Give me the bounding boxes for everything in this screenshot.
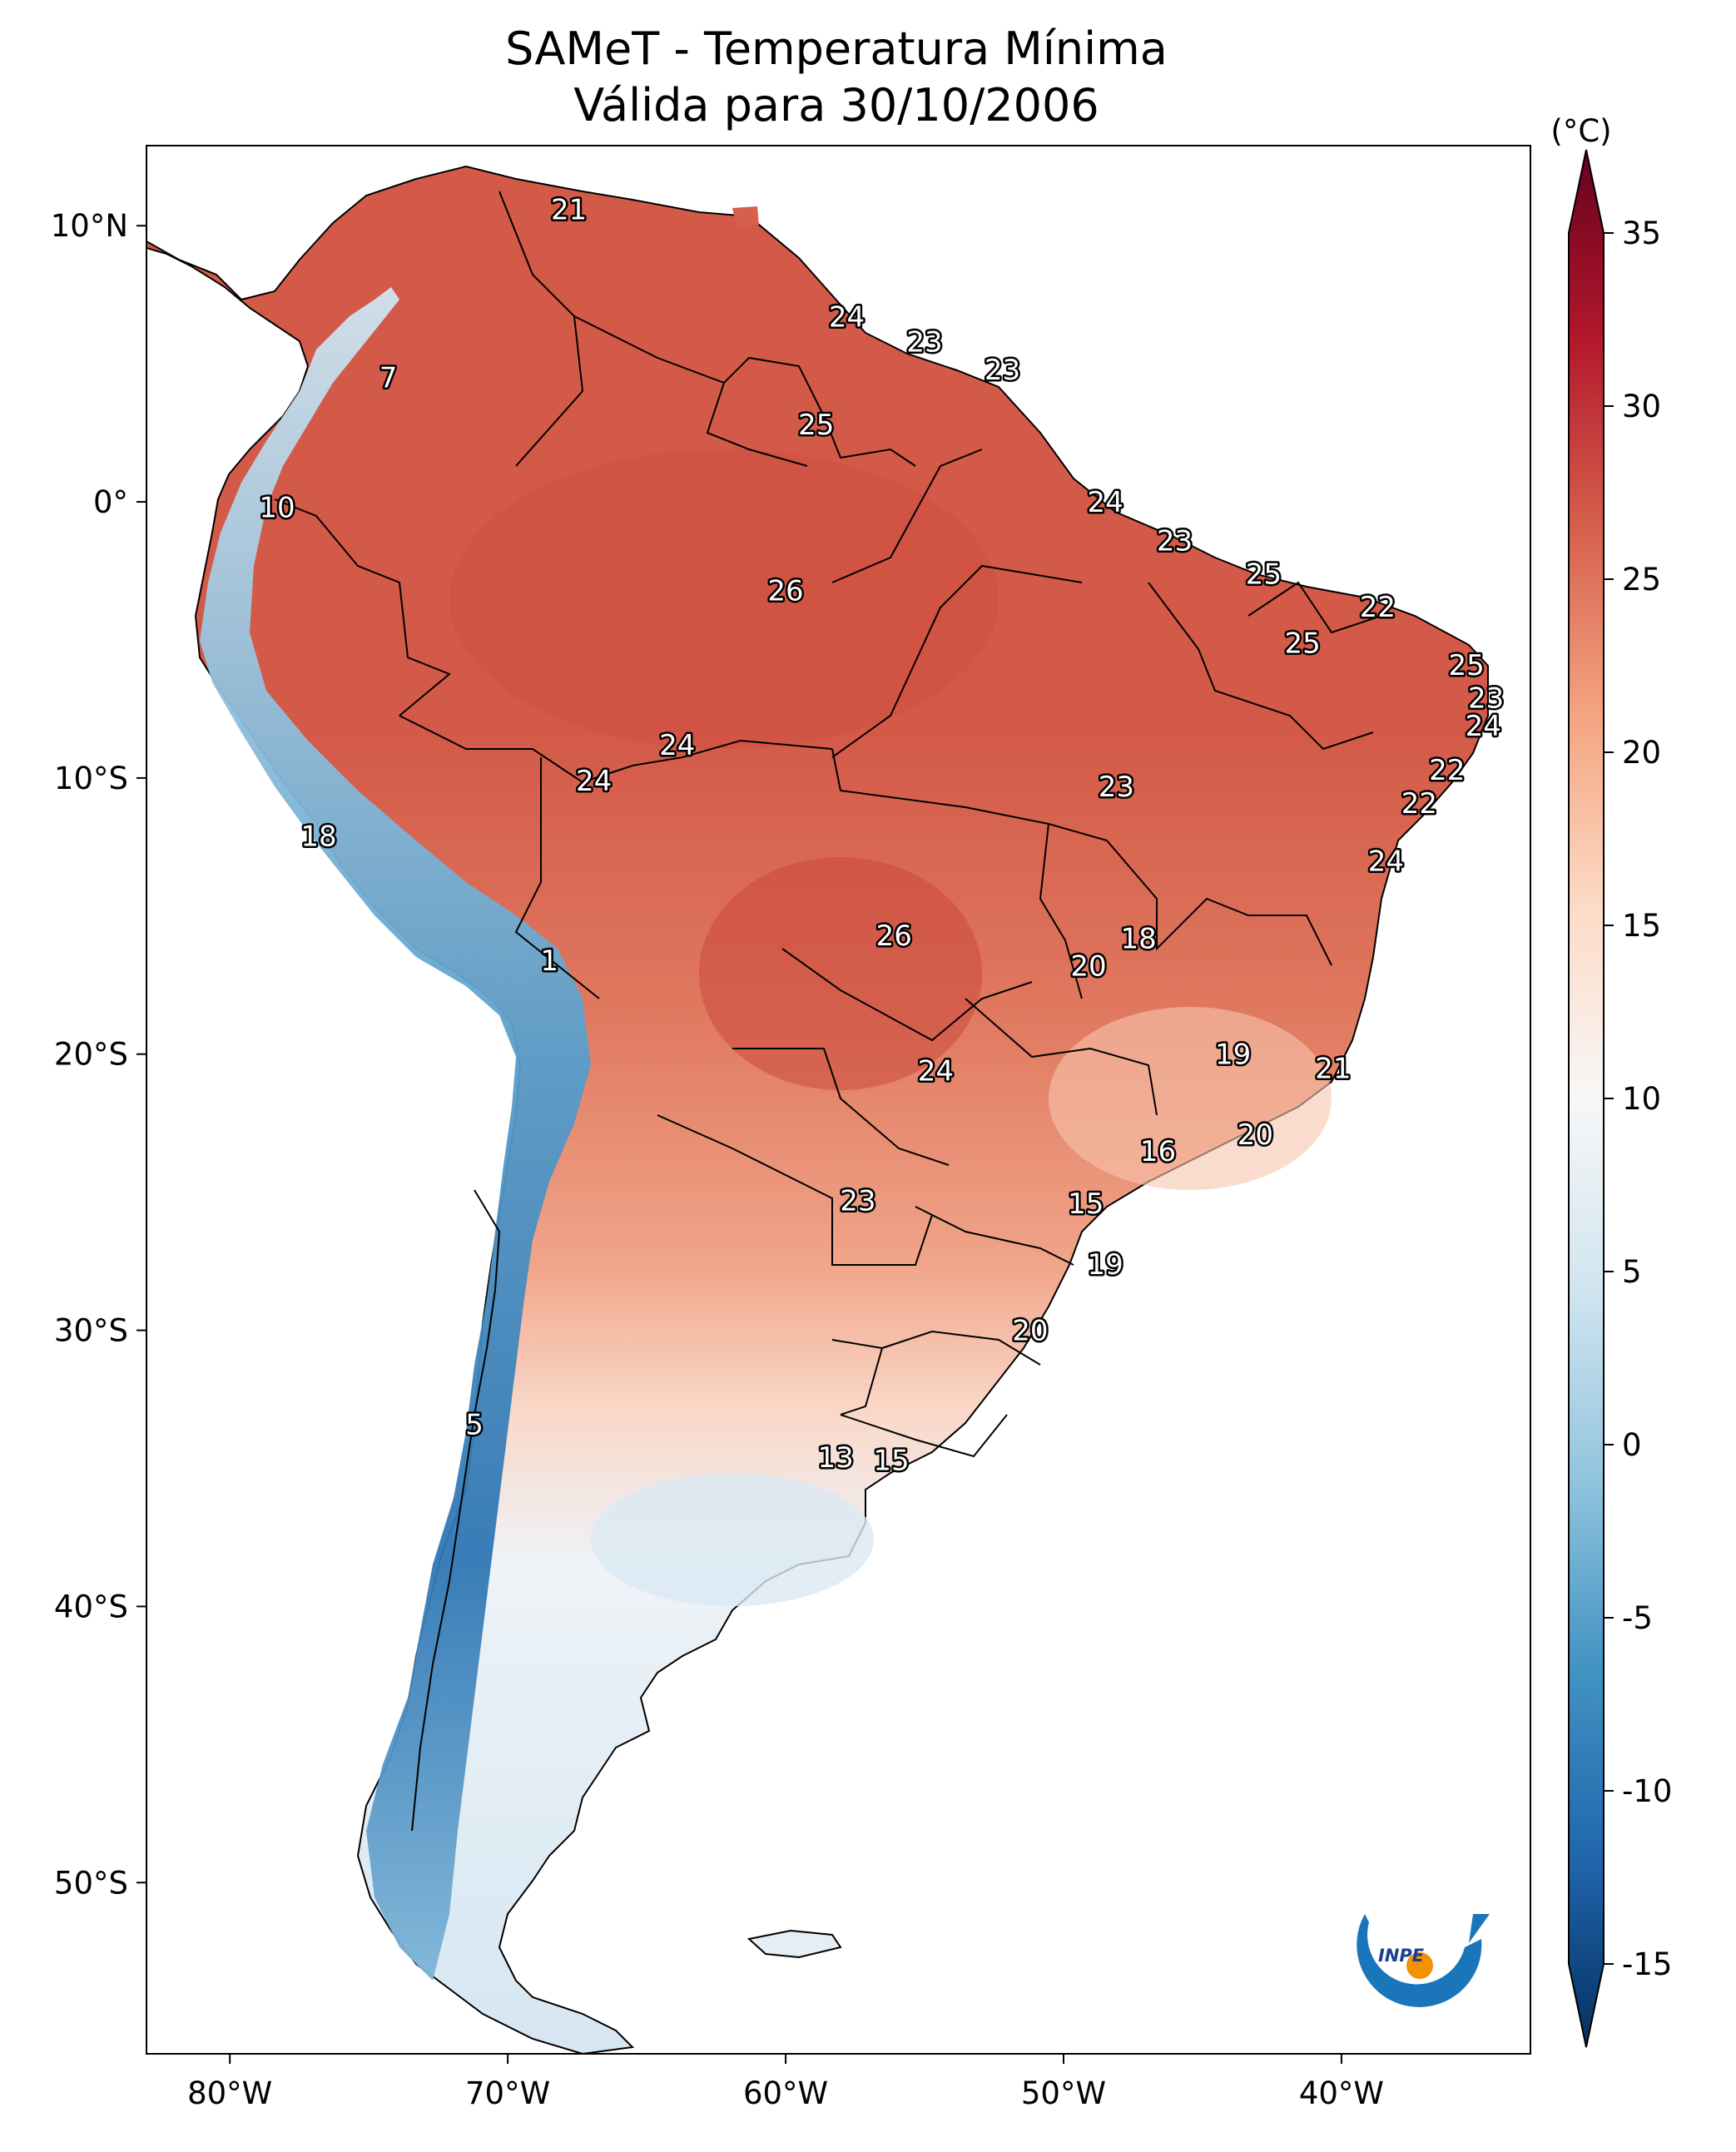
colorbar-tick-label: 5 [1622,1254,1642,1290]
logo-arrow-icon [1469,1914,1490,1943]
station-value-label: 24 [659,729,695,762]
station-value-label: 22 [1429,754,1465,787]
station-value-label: 19 [1215,1039,1251,1072]
x-tick-label: 40°W [1299,2075,1384,2111]
y-tick-label: 10°N [51,208,128,244]
y-tick-label: 40°S [54,1589,128,1624]
station-value-label: 20 [1012,1315,1048,1348]
station-value-label: 24 [829,301,865,335]
station-value-label: 23 [1468,682,1504,716]
map-frame [146,145,1531,2055]
station-value-label: 26 [876,920,912,953]
station-value-label: 25 [798,409,834,442]
station-value-label: 1 [540,945,558,978]
andes-cold-band [200,287,591,1981]
x-tick-label: 80°W [187,2075,272,2111]
station-value-label: 21 [551,193,587,226]
logo-text: INPE [1378,1946,1425,1966]
station-value-label: 23 [1099,771,1134,804]
station-value-label: 18 [300,821,336,854]
inpe-logo: INPE [1357,1914,1490,2007]
station-value-label: 20 [1238,1118,1273,1152]
station-value-label: 23 [1157,525,1193,558]
falkland-islands [746,1929,842,1959]
y-tick-label: 50°S [54,1865,128,1901]
station-value-label: 22 [1401,787,1437,821]
amazon-warm-core [449,449,999,749]
station-value-label: 22 [1360,591,1396,624]
colorbar-tick-label: 10 [1622,1081,1661,1117]
station-value-label: 26 [767,574,803,607]
station-value-label: 19 [1087,1248,1123,1282]
station-value-label: 24 [1466,710,1501,743]
x-tick-label: 60°W [743,2075,828,2111]
colorbar-tick-label: 35 [1622,216,1661,251]
station-value-label: 24 [1087,486,1123,519]
colorbar-tick-label: 15 [1622,908,1661,944]
colorbar-tick-label: 25 [1622,562,1661,598]
station-value-label: 25 [1449,649,1485,682]
political-boundaries [274,191,1382,1832]
station-value-label: 23 [985,354,1020,387]
map-title-line1: SAMeT - Temperatura Mínima [505,22,1168,75]
x-tick-label: 70°W [465,2075,550,2111]
y-axis-ticks: 10°N 0° 10°S 20°S 30°S 40°S 50°S [51,208,146,1901]
colorbar-tick-label: -10 [1622,1773,1672,1809]
pantanal-warm-core [699,857,982,1090]
station-value-label: 20 [1070,950,1106,984]
station-value-label: 25 [1246,558,1282,591]
station-value-label: 18 [1121,922,1157,955]
station-value-label: 5 [465,1408,484,1441]
station-value-label: 15 [873,1445,909,1478]
pampas-cool-area [591,1473,874,1606]
colorbar-tick-label: 0 [1622,1427,1642,1463]
station-value-label: 24 [1368,845,1404,878]
map-content [146,165,1489,2054]
colorbar-unit-label: (°C) [1550,113,1611,149]
station-value-label: 23 [906,326,942,359]
station-value-label: 24 [576,765,612,798]
station-value-label: 7 [379,362,398,395]
station-value-label: 23 [840,1185,875,1218]
y-tick-label: 10°S [54,761,128,796]
southeast-mild-area [1049,1007,1332,1190]
station-value-label: 24 [918,1055,954,1088]
caribbean-island [732,206,759,226]
colorbar-body [1568,149,1605,2048]
station-value-label: 16 [1140,1135,1176,1168]
colorbar-tick-label: -5 [1622,1600,1653,1636]
colorbar-tick-label: 30 [1622,389,1661,424]
colorbar-ticks: 35 30 25 20 15 10 5 0 -5 -10 -15 [1604,216,1672,1982]
y-tick-label: 20°S [54,1037,128,1073]
map-title-line2: Válida para 30/10/2006 [573,79,1099,131]
colorbar: 35 30 25 20 15 10 5 0 -5 -10 -15 (°C) [1550,113,1672,2048]
station-value-label: 21 [1315,1052,1351,1085]
x-tick-label: 50°W [1021,2075,1106,2111]
station-value-label: 10 [259,492,295,525]
station-value-label: 25 [1285,627,1321,660]
colorbar-tick-label: 20 [1622,735,1661,771]
logo-dot-icon [1406,1952,1433,1979]
logo-swoosh-icon [1357,1914,1482,2007]
station-value-label: 15 [1068,1188,1104,1221]
y-tick-label: 30°S [54,1313,128,1349]
y-tick-label: 0° [93,484,128,520]
x-axis-ticks: 80°W 70°W 60°W 50°W 40°W [187,2054,1384,2111]
colorbar-tick-label: -15 [1622,1946,1672,1982]
station-value-label: 13 [818,1441,854,1475]
